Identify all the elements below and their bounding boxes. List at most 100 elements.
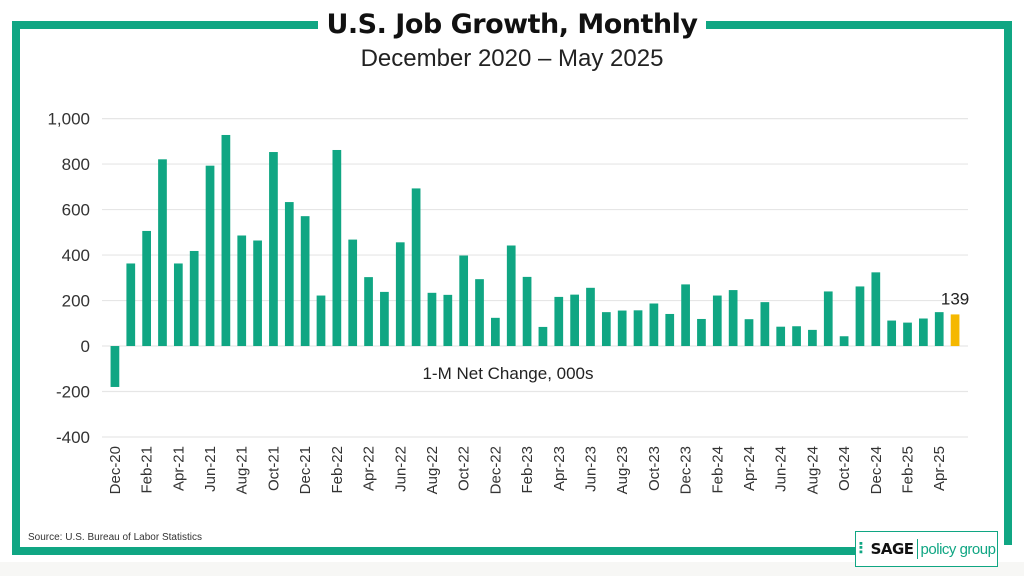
- x-tick-label: Aug-24: [804, 446, 821, 494]
- bars: [110, 134, 960, 387]
- x-tick-label: Feb-22: [329, 446, 346, 494]
- x-tick-label: Jun-21: [202, 446, 219, 492]
- x-tick-label: Aug-22: [424, 446, 441, 494]
- x-tick-label: Apr-22: [361, 446, 378, 491]
- x-axis-ticks: Dec-20 Feb-21 Apr-21 Jun-21 Aug-21 Oct-21 Dec-…: [107, 446, 948, 494]
- x-tick-label: Aug-23: [614, 446, 631, 494]
- bar-feb-23: [522, 276, 532, 347]
- chart-subtitle: December 2020 – May 2025: [360, 45, 664, 72]
- bar-mar-21: [158, 159, 167, 347]
- bar-jan-23: [506, 245, 516, 347]
- x-tick-label: Oct-21: [265, 446, 282, 491]
- y-tick-label: 0: [81, 337, 90, 356]
- unit-annotation: 1-M Net Change, 000s: [422, 364, 593, 383]
- y-tick-label: 800: [62, 155, 90, 174]
- bar-jul-22: [411, 188, 421, 347]
- bar-nov-22: [475, 279, 484, 347]
- bar-aug-24: [808, 329, 817, 347]
- source-note: Source: U.S. Bureau of Labor Statistics: [28, 532, 202, 543]
- bar-may-24: [760, 302, 770, 347]
- highlight-value-label: 139: [941, 289, 969, 308]
- x-tick-label: Feb-23: [519, 446, 536, 494]
- bar-dec-24: [871, 272, 881, 347]
- x-tick-label: Jun-24: [773, 446, 790, 492]
- bar-apr-21: [173, 263, 183, 347]
- bar-oct-23: [649, 303, 659, 347]
- logo-sage: SAGE: [870, 540, 914, 558]
- bar-dec-21: [300, 216, 310, 347]
- logo-divider: [916, 539, 918, 559]
- bar-aug-21: [237, 235, 247, 347]
- bar-mar-25: [919, 318, 928, 347]
- y-tick-label: 1,000: [47, 110, 90, 129]
- x-tick-label: Apr-25: [931, 446, 948, 491]
- bar-dec-23: [681, 284, 690, 347]
- bar-jan-22: [316, 295, 326, 347]
- bar-sep-22: [443, 294, 453, 347]
- bar-apr-22: [364, 277, 373, 347]
- logo-dots-icon: ⠇: [857, 541, 869, 558]
- bar-apr-24: [744, 319, 754, 347]
- bar-jun-24: [776, 326, 786, 347]
- bar-oct-21: [269, 152, 278, 347]
- gridlines: [102, 117, 968, 438]
- bar-jan-21: [126, 263, 136, 347]
- x-tick-label: Oct-23: [646, 446, 663, 491]
- bar-jul-23: [601, 312, 611, 347]
- bar-apr-23: [554, 296, 564, 347]
- bar-feb-24: [712, 295, 722, 347]
- bar-feb-21: [142, 230, 151, 347]
- x-tick-label: Oct-22: [456, 446, 473, 491]
- bar-feb-22: [332, 149, 342, 347]
- bar-sep-21: [253, 240, 262, 347]
- bar-dec-22: [491, 317, 500, 347]
- bar-aug-22: [427, 292, 437, 347]
- y-tick-label: 200: [62, 292, 90, 311]
- x-tick-label: Apr-23: [551, 446, 568, 491]
- bar-jun-23: [586, 287, 595, 347]
- bar-dec-20: [110, 346, 120, 387]
- bar-apr-25: [934, 312, 944, 347]
- x-tick-label: Oct-24: [836, 446, 853, 491]
- title-block: U.S. Job Growth, Monthly December 2020 –…: [318, 8, 706, 74]
- x-tick-label: Dec-23: [678, 446, 695, 494]
- bar-mar-23: [538, 326, 548, 347]
- bar-jul-21: [221, 134, 231, 347]
- y-axis-ticks: -400 -200 0 200 400 600 800 1,000: [47, 110, 90, 447]
- logo-policy-group: policy group: [920, 540, 996, 558]
- bar-may-23: [570, 294, 579, 347]
- bar-oct-22: [459, 255, 469, 347]
- bar-mar-22: [348, 239, 358, 347]
- bar-jun-21: [205, 165, 215, 347]
- x-tick-label: Feb-25: [900, 446, 917, 494]
- x-tick-label: Dec-20: [107, 446, 124, 494]
- sage-logo: ⠇ SAGE policy group: [855, 531, 998, 567]
- bar-feb-25: [903, 322, 912, 347]
- bar-nov-24: [855, 286, 865, 347]
- bar-may-21: [189, 250, 199, 347]
- bar-sep-24: [823, 291, 833, 347]
- bar-may-22: [380, 291, 389, 347]
- x-tick-label: Jun-23: [582, 446, 599, 492]
- bottom-strip: [0, 562, 1024, 576]
- y-tick-label: -200: [56, 383, 90, 402]
- bar-jan-25: [887, 320, 897, 347]
- y-tick-label: 400: [62, 246, 90, 265]
- chart-title: U.S. Job Growth, Monthly: [326, 9, 698, 40]
- bar-nov-23: [665, 313, 675, 347]
- x-tick-label: Jun-22: [392, 446, 409, 492]
- x-tick-label: Feb-24: [709, 446, 726, 494]
- bar-aug-23: [617, 310, 627, 347]
- bar-oct-24: [839, 336, 849, 347]
- bar-jul-24: [792, 326, 801, 347]
- bar-nov-21: [284, 202, 294, 347]
- frame-gap: [998, 545, 1012, 557]
- y-tick-label: 600: [62, 201, 90, 220]
- y-tick-label: -400: [56, 428, 90, 447]
- bar-mar-24: [728, 290, 738, 347]
- x-tick-label: Apr-21: [170, 446, 187, 491]
- x-tick-label: Dec-22: [487, 446, 504, 494]
- bar-jan-24: [697, 318, 706, 347]
- x-tick-label: Dec-21: [297, 446, 314, 494]
